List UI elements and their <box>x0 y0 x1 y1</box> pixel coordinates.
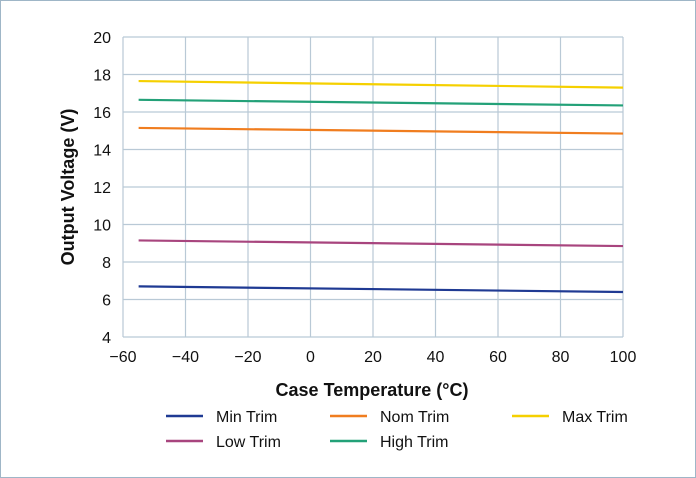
y-tick-label: 14 <box>93 143 111 160</box>
legend-label-high-trim: High Trim <box>380 434 448 451</box>
x-tick-labels: −60 −40 −20 0 20 40 60 80 100 <box>109 349 636 366</box>
y-tick-label: 4 <box>102 330 111 347</box>
series-line-min-trim <box>138 285 624 294</box>
legend-label-low-trim: Low Trim <box>216 434 281 451</box>
y-axis-title: Output Voltage (V) <box>58 109 78 266</box>
series-line-max-trim <box>138 79 624 89</box>
legend: Min Trim Nom Trim Max Trim Low Trim High Tri… <box>166 409 628 451</box>
series-line-low-trim <box>138 239 624 248</box>
x-tick-label: 100 <box>610 349 637 366</box>
y-tick-label: 18 <box>93 68 111 85</box>
x-axis-title: Case Temperature (°C) <box>276 380 469 400</box>
y-tick-label: 12 <box>93 180 111 197</box>
x-tick-label: −40 <box>172 349 199 366</box>
x-tick-label: 20 <box>364 349 382 366</box>
y-tick-label: 16 <box>93 105 111 122</box>
y-tick-label: 20 <box>93 30 111 47</box>
x-tick-label: −20 <box>234 349 261 366</box>
x-tick-label: 0 <box>306 349 315 366</box>
x-tick-label: −60 <box>109 349 136 366</box>
y-tick-label: 6 <box>102 293 111 310</box>
y-tick-label: 10 <box>93 218 111 235</box>
legend-label-nom-trim: Nom Trim <box>380 409 449 426</box>
legend-label-min-trim: Min Trim <box>216 409 277 426</box>
series-line-nom-trim <box>138 126 624 135</box>
y-tick-labels: 4 6 8 10 12 14 16 18 20 <box>93 30 111 347</box>
series-lines <box>138 79 624 294</box>
x-tick-label: 60 <box>489 349 507 366</box>
y-tick-label: 8 <box>102 255 111 272</box>
x-tick-label: 40 <box>427 349 445 366</box>
legend-label-max-trim: Max Trim <box>562 409 628 426</box>
series-line-high-trim <box>138 98 624 107</box>
x-tick-label: 80 <box>552 349 570 366</box>
